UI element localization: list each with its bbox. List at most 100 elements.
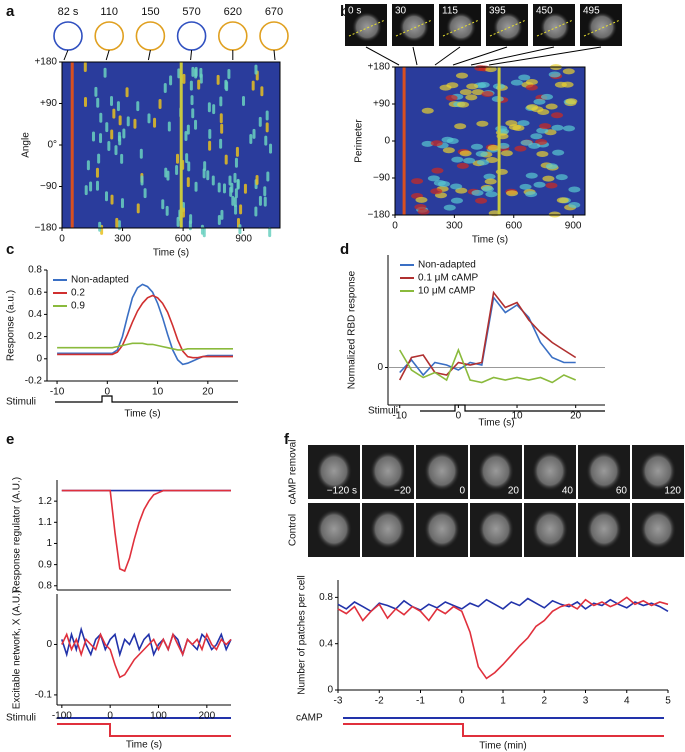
y-tick-label: 0° [47,140,57,151]
heatmap-blob [177,68,181,79]
heatmap-blob [189,214,193,225]
x-tick-label: -10 [50,387,65,398]
heatmap-blob [235,146,239,157]
heatmap-blob [176,153,180,164]
legend-label: 0.2 [71,288,85,299]
heatmap-blob [176,216,180,227]
heatmap-blob [208,129,212,140]
heatmap-blob [197,79,201,90]
stimulus-trace [55,395,238,403]
frame-label: 570 [182,6,200,18]
heatmap-blob [481,186,494,193]
heatmap-blob [219,96,223,107]
heatmap-blob [545,182,558,189]
heatmap-blob [122,128,126,139]
heatmap-blob [126,116,130,127]
frame-label: 395 [489,6,506,17]
heatmap-blob [443,204,456,211]
panel-letter: d [340,241,349,258]
frame-label: 60 [616,486,628,497]
heatmap-blob [165,205,169,216]
heatmap-blob [234,157,238,168]
series-line [399,295,576,377]
y-tick-label: 0.8 [319,592,333,603]
heatmap-blob [185,153,189,164]
panel-letter: a [6,3,15,20]
x-axis-title: Time (s) [153,248,189,259]
heatmap-blob [83,62,87,72]
x-axis-title: Time (s) [472,235,508,246]
heatmap-blob [217,214,221,225]
heatmap-blob [450,183,463,190]
y-tick-label: 0.8 [28,265,42,276]
y-tick-label: +90 [373,99,390,110]
heatmap-blob [194,66,198,77]
series-line [337,597,669,613]
scan-line [583,19,621,37]
heatmap-blob [206,170,210,181]
heatmap-blob [485,191,498,198]
heatmap-blob [230,182,234,193]
heatmap-blob [487,144,500,151]
heatmap-blob [233,197,237,208]
heatmap-blob [94,86,98,97]
heatmap-blob [191,108,195,119]
heatmap-band [402,67,406,215]
frame-label: 40 [562,486,574,497]
heatmap-blob [99,112,103,123]
heatmap-blob [445,94,458,101]
x-tick-label: 600 [175,234,192,245]
heatmap-blob [441,136,454,143]
heatmap-blob [535,138,548,145]
x-axis-title: Time (s) [124,409,160,420]
row-label: Control [288,514,299,546]
heatmap-blob [110,129,114,140]
heatmap-blob [528,142,541,149]
heatmap-background [62,62,280,228]
stimulus-label: Stimuli [6,713,36,724]
cell-body [587,12,617,42]
heatmap-blob [457,101,470,108]
y-tick-label: +180 [34,57,57,68]
heatmap-blob [485,156,498,163]
x-tick-label: 4 [624,696,630,707]
heatmap-blob [264,135,268,146]
heatmap-blob [510,79,523,86]
heatmap-blob [446,82,459,89]
heatmap-blob [249,133,253,144]
frame-label: 450 [536,6,553,17]
heatmap-blob [202,168,206,179]
cell-body [532,451,568,491]
heatmap-blob [512,124,525,131]
heatmap-blob [471,89,484,96]
cell-outline [218,21,248,51]
heatmap-blob [463,157,476,164]
x-tick-label: 10 [511,411,523,422]
heatmap-blob [519,183,532,190]
x-tick-label: 2 [541,696,547,707]
stimulus-trace [57,723,231,737]
heatmap-blob [120,198,124,209]
y-tick-label: +90 [40,98,57,109]
heatmap-blob [483,173,496,180]
heatmap-blob [175,165,179,176]
heatmap-blob [530,133,543,140]
heatmap-blob [118,115,122,126]
heatmap-blob [552,149,565,156]
heatmap-blob [220,123,224,134]
heatmap-blob [500,150,513,157]
cell-body [316,509,352,549]
heatmap-blob [539,123,552,130]
heatmap-blob [568,186,581,193]
heatmap-blob [86,160,90,171]
frame-label: 30 [395,6,407,17]
heatmap-blob [417,208,430,215]
cell-body [478,451,514,491]
y-tick-label: −180 [367,210,390,221]
heatmap-blob [110,95,114,106]
panel-letter: e [6,431,14,448]
y-tick-label: −180 [34,223,57,234]
y-tick-label: 1 [46,538,52,549]
y-tick-label: 0 [36,353,42,364]
scan-line [536,19,574,37]
